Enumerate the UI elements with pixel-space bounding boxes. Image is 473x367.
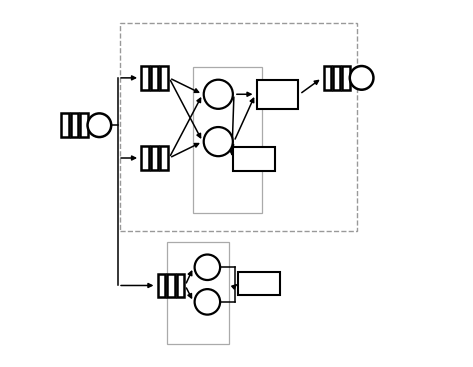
Circle shape [204,80,233,109]
Bar [193,67,262,212]
Bar [333,66,340,90]
Circle shape [88,113,111,137]
Bar [158,274,165,297]
Bar [324,66,331,90]
Bar [342,66,350,90]
Bar [160,146,167,170]
Bar [238,272,280,295]
Bar [256,80,298,109]
Bar [120,23,357,231]
Circle shape [194,255,220,280]
Bar [71,113,78,137]
Circle shape [350,66,374,90]
Circle shape [194,289,220,315]
Bar [151,146,158,170]
Bar [141,146,149,170]
Bar [151,66,158,90]
Bar [61,113,69,137]
Bar [160,66,167,90]
Bar [167,242,229,344]
Bar [167,274,175,297]
Bar [80,113,88,137]
Bar [141,66,149,90]
Circle shape [204,127,233,156]
Bar [177,274,184,297]
Bar [233,147,275,171]
